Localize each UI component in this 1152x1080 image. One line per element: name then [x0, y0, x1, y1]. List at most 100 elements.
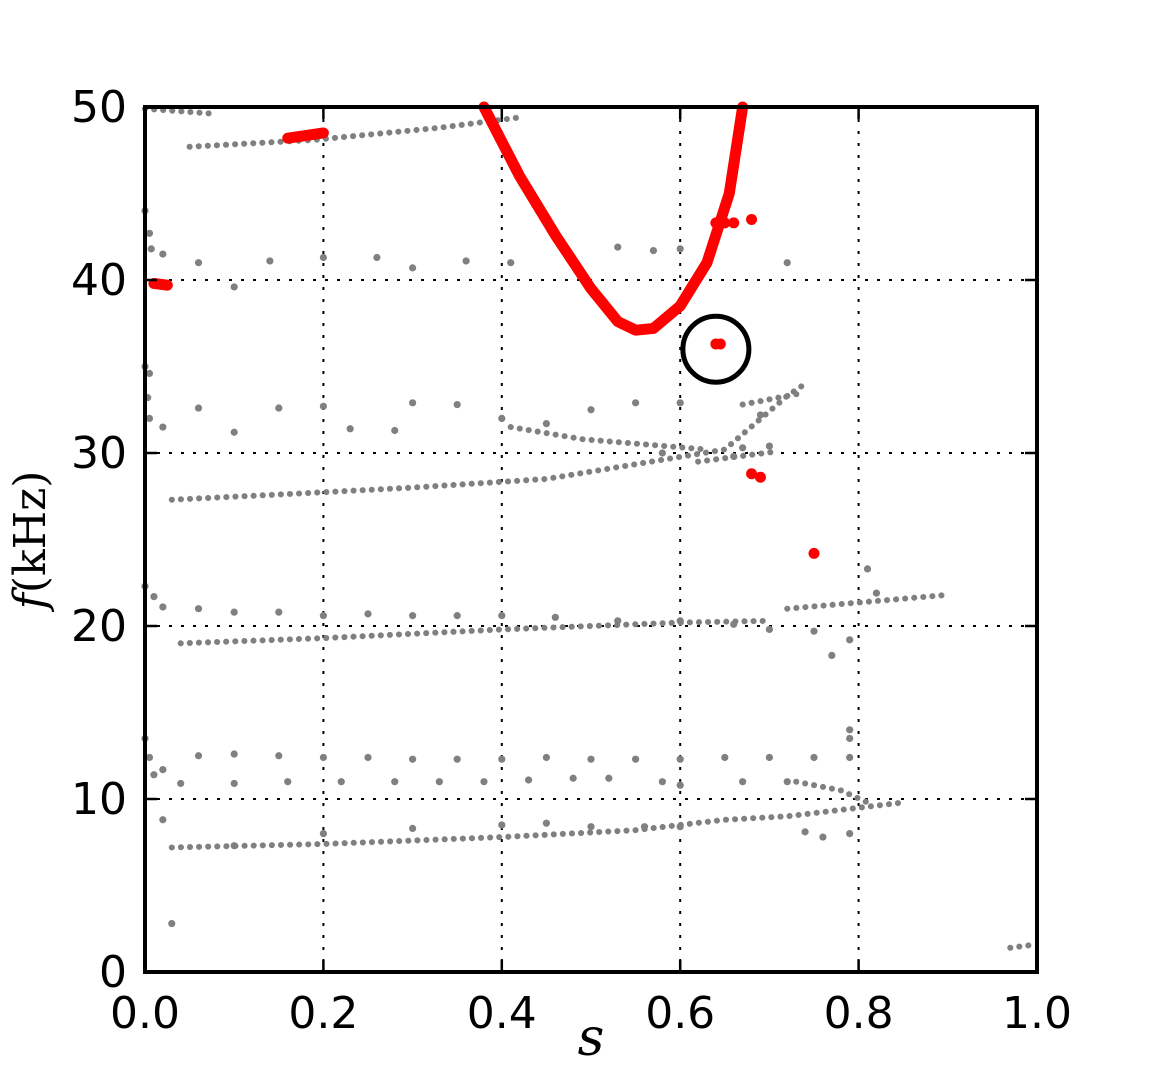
gray-point — [846, 753, 854, 762]
gray-point — [765, 442, 774, 450]
gray-point — [846, 636, 854, 644]
gray-point — [145, 229, 154, 237]
gray-point — [194, 752, 203, 760]
red-point — [728, 217, 740, 229]
gray-point — [145, 369, 154, 378]
gray-point — [498, 821, 506, 829]
gray-point — [409, 612, 417, 620]
gray-point — [194, 404, 203, 412]
gray-point — [676, 399, 684, 407]
highlight-circle-marker — [680, 313, 752, 385]
gray-point — [194, 605, 203, 613]
gray-point — [507, 259, 515, 267]
y-tick-label: 40 — [71, 255, 127, 306]
gray-point — [346, 425, 354, 433]
gray-point — [275, 404, 283, 412]
gray-point — [150, 771, 158, 779]
plot-frame — [143, 105, 1039, 974]
x-tick-label: 0.0 — [110, 988, 180, 1039]
gray-point — [480, 778, 488, 786]
gray-point — [730, 620, 738, 628]
gray-point — [819, 833, 827, 841]
gray-series-line — [168, 799, 907, 851]
red-point — [714, 338, 726, 350]
gray-point — [319, 612, 327, 620]
gray-point — [194, 259, 203, 267]
gray-point — [676, 823, 684, 831]
gray-point — [266, 257, 274, 265]
x-tick-label: 1.0 — [1002, 988, 1072, 1039]
gray-point — [863, 565, 872, 573]
gray-point — [542, 753, 551, 762]
axis-ticks: 0.0 0.2 0.4 0.6 0.8 1.0 0 10 20 30 40 50 — [71, 82, 1072, 1039]
gray-point — [230, 608, 238, 616]
gray-point — [159, 250, 167, 258]
gray-point — [739, 778, 747, 786]
gray-point — [846, 726, 854, 734]
gray-point — [435, 778, 443, 786]
gray-point — [391, 778, 399, 786]
gray-point — [337, 778, 345, 786]
red-point — [746, 213, 758, 225]
gray-point — [453, 612, 461, 620]
gray-series-line — [177, 617, 773, 647]
gray-series-line — [1007, 941, 1040, 951]
gray-point — [275, 752, 283, 760]
gray-point — [632, 399, 640, 407]
gray-point — [230, 842, 238, 850]
gray-point — [150, 592, 158, 601]
red-series-line — [148, 277, 173, 291]
gray-point — [373, 253, 381, 262]
gray-point — [810, 753, 818, 762]
gray-point — [409, 755, 417, 763]
gray-point — [676, 755, 684, 763]
x-tick-label: 0.6 — [645, 988, 715, 1039]
gray-series-line — [784, 591, 951, 612]
red-series-line — [478, 101, 749, 336]
x-axis-label: s — [578, 1008, 605, 1068]
y-tick-label: 10 — [71, 774, 127, 825]
y-tick-label: 0 — [99, 947, 127, 998]
gray-point — [658, 449, 666, 457]
red-point — [746, 468, 758, 480]
gray-point — [739, 444, 747, 452]
gray-point — [542, 419, 551, 428]
gray-point — [605, 774, 613, 782]
gray-point — [319, 753, 327, 762]
gray-point — [551, 613, 559, 621]
gray-point — [846, 734, 854, 743]
gray-point — [783, 259, 791, 267]
gray-point — [846, 830, 854, 838]
red-point — [754, 471, 766, 483]
gray-point — [632, 755, 640, 763]
gray-point — [756, 411, 765, 419]
gray-point — [587, 406, 595, 414]
gray-point — [676, 781, 684, 789]
gray-series-line — [168, 380, 809, 503]
gray-series-line — [507, 424, 710, 453]
grid-lines — [145, 107, 1037, 972]
svg-text:f(kHz): f(kHz) — [5, 471, 56, 613]
gray-point — [640, 823, 649, 831]
gray-point — [409, 824, 417, 833]
x-tick-label: 0.2 — [288, 988, 358, 1039]
gray-point — [147, 245, 155, 253]
gray-series-line — [793, 778, 871, 806]
gray-point — [145, 414, 154, 422]
gray-point — [159, 423, 167, 431]
gray-series-line — [186, 114, 523, 150]
y-axis-label: f(kHz) — [5, 471, 56, 613]
gray-point — [453, 755, 461, 763]
gray-point — [364, 610, 372, 618]
y-tick-label: 30 — [71, 428, 127, 479]
gray-point — [783, 778, 791, 786]
red-point — [719, 217, 731, 229]
gray-point — [319, 253, 327, 262]
gray-point — [159, 816, 167, 824]
gray-point — [658, 778, 666, 786]
y-tick-label: 20 — [71, 601, 127, 652]
gray-point — [230, 750, 238, 758]
x-tick-label: 0.4 — [467, 988, 537, 1039]
gray-point — [587, 755, 595, 763]
